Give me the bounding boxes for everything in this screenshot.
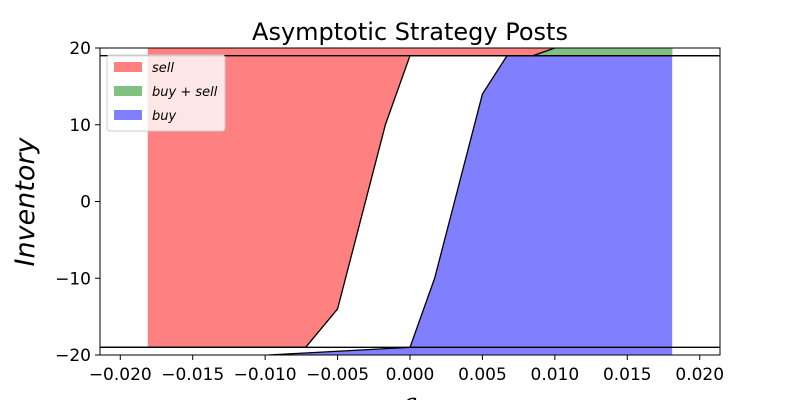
y-tick-label: 0 xyxy=(80,193,91,213)
legend-label: sell xyxy=(152,61,174,76)
x-tick-label: 0.005 xyxy=(458,365,507,385)
bid-boundary-line xyxy=(266,48,557,355)
x-tick-label: 0.015 xyxy=(603,365,652,385)
x-tick-label: −0.020 xyxy=(89,365,152,385)
x-tick-label: 0.000 xyxy=(386,365,435,385)
x-tick-label: 0.010 xyxy=(531,365,580,385)
legend: sell buy + sell buy xyxy=(106,54,226,132)
chart-title: Asymptotic Strategy Posts xyxy=(252,18,568,46)
legend-label: buy + sell xyxy=(152,85,218,100)
y-tick-label: −20 xyxy=(55,346,91,366)
buy-region xyxy=(268,48,673,355)
x-tick-label: 0.020 xyxy=(675,365,724,385)
legend-swatch xyxy=(114,110,142,120)
y-axis: −20 −10 0 10 20 xyxy=(55,39,100,366)
plot-area xyxy=(147,48,673,355)
x-tick-label: −0.010 xyxy=(234,365,297,385)
y-axis-label: Inventory xyxy=(10,137,41,267)
x-axis: −0.020 −0.015 −0.010 −0.005 0.000 0.005 0.010 0… xyxy=(89,355,724,385)
x-tick-label: −0.005 xyxy=(306,365,369,385)
legend-swatch xyxy=(114,86,142,96)
sell-region xyxy=(147,48,673,348)
y-tick-label: −10 xyxy=(55,269,91,289)
legend-swatch xyxy=(114,62,142,72)
x-tick-label: −0.015 xyxy=(161,365,224,385)
y-tick-label: 20 xyxy=(69,39,91,59)
x-axis-label: a xyxy=(402,388,418,400)
legend-label: buy xyxy=(152,109,176,124)
y-tick-label: 10 xyxy=(69,116,91,136)
